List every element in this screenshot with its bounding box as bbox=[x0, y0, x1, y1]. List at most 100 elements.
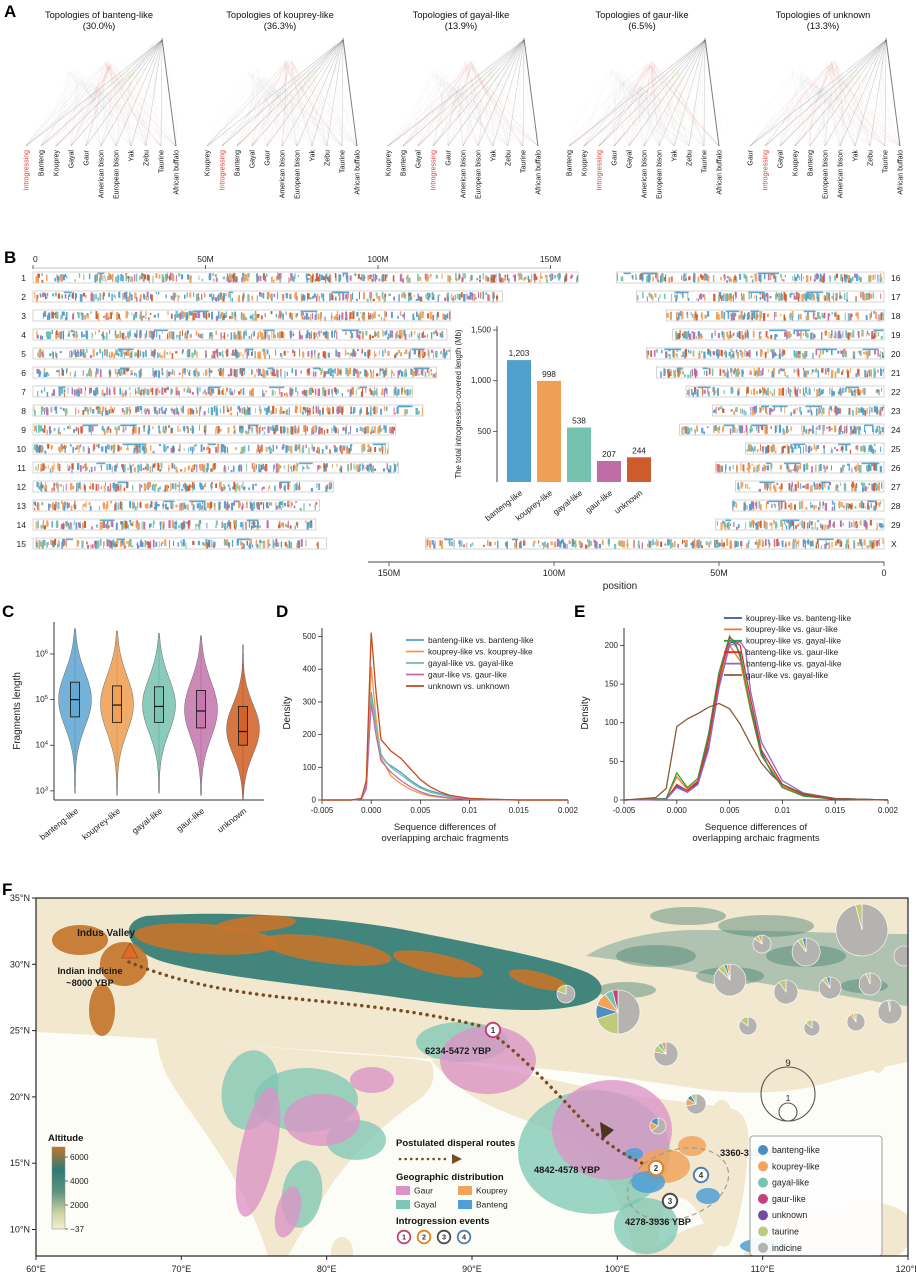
introgression-tick bbox=[817, 297, 819, 302]
introgression-tick bbox=[730, 334, 733, 339]
introgression-tick bbox=[268, 486, 269, 491]
tree-cloud-line bbox=[437, 80, 524, 147]
introgression-tick bbox=[504, 274, 507, 278]
introgression-tick bbox=[259, 351, 262, 359]
introgression-tick bbox=[184, 333, 186, 339]
introgression-tick bbox=[270, 502, 273, 506]
introgression-tick bbox=[345, 426, 347, 434]
tree-cloud-line bbox=[291, 61, 343, 147]
introgression-tick bbox=[458, 274, 461, 279]
tree-cloud-line bbox=[618, 72, 645, 147]
tree-cloud-line bbox=[824, 86, 871, 147]
introgression-tick bbox=[284, 502, 286, 507]
introgression-tick bbox=[149, 504, 152, 509]
introgression-tick bbox=[419, 276, 422, 281]
introgression-tick bbox=[243, 543, 245, 549]
introgression-tick bbox=[276, 368, 277, 377]
introgression-tick bbox=[45, 407, 48, 412]
introgression-tick bbox=[732, 278, 736, 283]
taxon-label: European bison bbox=[476, 150, 483, 199]
introgression-tick bbox=[254, 483, 257, 486]
introgression-tick bbox=[730, 368, 733, 372]
tree-cloud-line bbox=[764, 74, 861, 147]
introgression-tick bbox=[417, 333, 419, 339]
introgression-tick bbox=[129, 330, 131, 337]
tree-cloud-line bbox=[105, 62, 162, 147]
introgression-tick bbox=[272, 425, 274, 432]
introgression-tick bbox=[857, 368, 860, 377]
tree-cloud-line bbox=[55, 90, 96, 147]
introgression-tick bbox=[262, 292, 265, 299]
introgression-tick bbox=[801, 353, 803, 358]
introgression-tick bbox=[193, 484, 195, 490]
tree-cloud-line bbox=[311, 44, 343, 147]
introgression-tick bbox=[227, 408, 229, 411]
introgression-tick bbox=[44, 488, 46, 491]
introgression-tick bbox=[96, 524, 98, 528]
introgression-tick bbox=[142, 315, 145, 318]
introgression-tick bbox=[344, 317, 347, 321]
tree-cloud-line bbox=[70, 46, 158, 147]
introgression-tick bbox=[219, 390, 221, 395]
introgression-tick bbox=[287, 350, 289, 353]
introgression-tick bbox=[212, 334, 214, 339]
introgression-tick bbox=[674, 370, 676, 375]
introgression-tick bbox=[144, 466, 147, 470]
introgression-tick bbox=[72, 313, 74, 320]
introgression-tick bbox=[242, 543, 245, 548]
introgression-tick bbox=[294, 463, 296, 469]
introgression-tick bbox=[228, 545, 230, 548]
introgression-tick bbox=[324, 356, 325, 359]
introgression-tick bbox=[877, 369, 879, 373]
introgression-tick bbox=[199, 387, 201, 392]
introgression-tick bbox=[565, 273, 568, 281]
introgression-tick bbox=[255, 408, 256, 413]
tree-cloud-line bbox=[236, 89, 273, 147]
introgression-tick bbox=[90, 408, 92, 413]
introgression-tick bbox=[865, 294, 868, 301]
tree-title: Topologies of gaur-like bbox=[595, 10, 688, 20]
introgression-tick bbox=[789, 293, 792, 298]
introgression-tick bbox=[762, 313, 766, 321]
tree-cloud-line bbox=[55, 63, 107, 147]
introgression-tick bbox=[805, 332, 808, 337]
introgression-tick bbox=[305, 390, 308, 397]
introgression-tick bbox=[352, 348, 355, 356]
introgression-tick bbox=[755, 370, 757, 375]
introgression-tick bbox=[85, 501, 87, 509]
introgression-tick bbox=[86, 541, 88, 545]
introgression-tick bbox=[849, 368, 851, 373]
tree-cloud-line bbox=[824, 60, 832, 147]
introgression-tick bbox=[39, 293, 42, 296]
tree-cloud-line bbox=[96, 87, 132, 147]
introgression-tick bbox=[828, 368, 830, 376]
tree-cloud-line bbox=[824, 86, 841, 147]
introgression-tick bbox=[652, 276, 654, 282]
introgression-tick bbox=[121, 539, 124, 543]
introgression-tick bbox=[289, 426, 293, 435]
introgression-tick bbox=[140, 368, 143, 377]
introgression-tick bbox=[145, 311, 147, 316]
introgression-tick bbox=[36, 483, 39, 487]
introgression-tick bbox=[106, 463, 109, 471]
introgression-tick bbox=[62, 369, 64, 376]
introgression-tick bbox=[315, 273, 318, 281]
introgression-tick bbox=[368, 412, 370, 415]
introgression-tick bbox=[162, 411, 164, 415]
introgression-tick bbox=[135, 297, 138, 302]
introgression-tick bbox=[773, 349, 775, 353]
tree-edge bbox=[251, 39, 344, 147]
tree-cloud-line bbox=[70, 45, 157, 147]
introgression-tick bbox=[113, 407, 115, 411]
introgression-tick bbox=[413, 294, 415, 297]
introgression-tick bbox=[648, 350, 650, 356]
introgression-tick bbox=[673, 373, 676, 378]
introgression-tick bbox=[428, 371, 430, 377]
introgression-segment bbox=[664, 348, 682, 351]
introgression-tick bbox=[221, 369, 224, 377]
introgression-tick bbox=[441, 273, 443, 280]
introgression-tick bbox=[482, 291, 485, 300]
introgression-tick bbox=[305, 444, 307, 449]
introgression-tick bbox=[146, 409, 147, 415]
introgression-tick bbox=[256, 502, 258, 507]
